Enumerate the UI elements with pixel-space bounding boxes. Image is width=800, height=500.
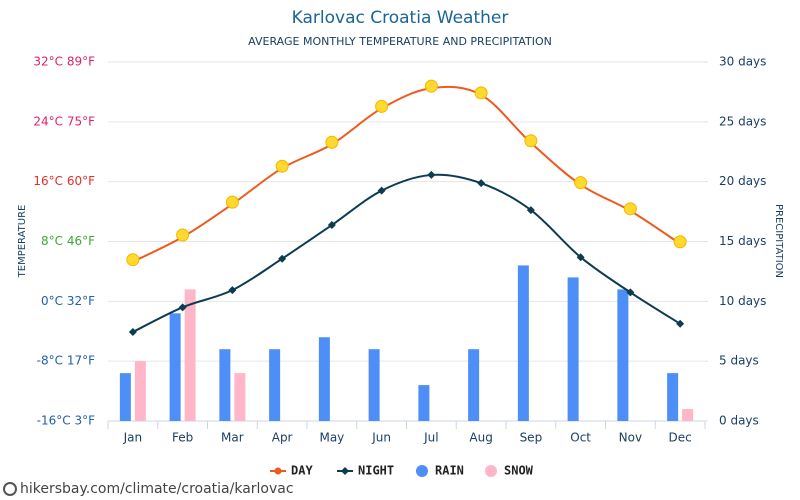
bar	[368, 349, 380, 421]
footer-icon	[3, 482, 17, 496]
marker	[228, 286, 237, 295]
bar	[234, 373, 246, 421]
bar	[682, 409, 694, 421]
y-tick-label: 24°C 75°F	[33, 114, 95, 128]
marker	[676, 319, 685, 328]
weather-icon	[474, 86, 488, 100]
bar	[567, 277, 579, 421]
y2-tick-label: 25 days	[719, 114, 766, 128]
weather-icon	[325, 135, 339, 149]
bar	[269, 349, 281, 421]
weather-icon	[225, 195, 239, 209]
x-tick-label: Mar	[221, 431, 244, 445]
line	[132, 173, 681, 333]
footer-link[interactable]: hikersbay.com/climate/croatia/karlovac	[20, 481, 294, 497]
weather-icon	[176, 228, 190, 242]
legend-swatch	[485, 465, 497, 477]
weather-icon	[375, 99, 389, 113]
y-tick-label: 0°C 32°F	[41, 294, 95, 308]
bar	[517, 265, 529, 421]
weather-icon	[673, 235, 687, 249]
y-tick-label: 16°C 60°F	[33, 174, 95, 188]
x-tick-label: Feb	[172, 431, 193, 445]
y2-tick-label: 10 days	[719, 294, 766, 308]
x-tick-label: Nov	[619, 431, 642, 445]
marker	[377, 186, 386, 195]
y-tick-label: 32°C 89°F	[33, 55, 95, 69]
x-tick-label: Sep	[520, 431, 543, 445]
weather-icon	[574, 176, 588, 190]
x-tick-label: Apr	[272, 431, 293, 445]
bar	[219, 349, 231, 421]
y2-axis-title: PRECIPITATION	[773, 204, 784, 278]
x-tick-label: Jul	[423, 431, 438, 445]
marker	[427, 170, 436, 179]
y-tick-label: -8°C 17°F	[37, 354, 95, 368]
bar	[318, 337, 330, 421]
y2-tick-label: 20 days	[719, 174, 766, 188]
marker	[278, 254, 287, 263]
marker	[327, 221, 336, 230]
x-tick-label: Dec	[669, 431, 692, 445]
chart-subtitle: AVERAGE MONTHLY TEMPERATURE AND PRECIPIT…	[248, 35, 552, 48]
bar	[667, 373, 679, 421]
x-tick-label: May	[319, 431, 344, 445]
legend-label: NIGHT	[358, 464, 394, 478]
legend-swatch	[274, 467, 282, 475]
bar	[418, 385, 430, 421]
legend-swatch	[341, 467, 349, 475]
y2-tick-label: 0 days	[719, 414, 759, 428]
line	[132, 85, 681, 263]
x-tick-label: Oct	[570, 431, 591, 445]
y-tick-label: 8°C 46°F	[41, 234, 95, 248]
marker	[626, 288, 635, 297]
y2-tick-label: 15 days	[719, 234, 766, 248]
legend-swatch	[416, 465, 428, 477]
bar	[169, 313, 181, 421]
y2-tick-label: 30 days	[719, 55, 766, 69]
weather-icon	[424, 79, 438, 93]
y-axis-title: TEMPERATURE	[17, 205, 28, 279]
marker	[526, 206, 535, 215]
x-tick-label: Jun	[371, 431, 391, 445]
bar	[119, 373, 131, 421]
weather-icon	[126, 253, 140, 267]
chart-title: Karlovac Croatia Weather	[292, 8, 509, 28]
legend-label: DAY	[291, 464, 313, 478]
bar	[184, 289, 196, 421]
legend-label: SNOW	[504, 464, 534, 478]
weather-icon	[623, 202, 637, 216]
marker	[477, 179, 486, 188]
weather-icon	[524, 134, 538, 148]
y2-tick-label: 5 days	[719, 354, 759, 368]
legend-label: RAIN	[435, 464, 464, 478]
x-tick-label: Aug	[469, 431, 492, 445]
bar	[617, 289, 629, 421]
marker	[178, 303, 187, 312]
marker	[576, 253, 585, 262]
bar	[134, 361, 146, 421]
marker	[128, 327, 137, 336]
x-tick-label: Jan	[123, 431, 143, 445]
y-tick-label: -16°C 3°F	[37, 414, 95, 428]
weather-icon	[275, 159, 289, 173]
bar	[468, 349, 480, 421]
